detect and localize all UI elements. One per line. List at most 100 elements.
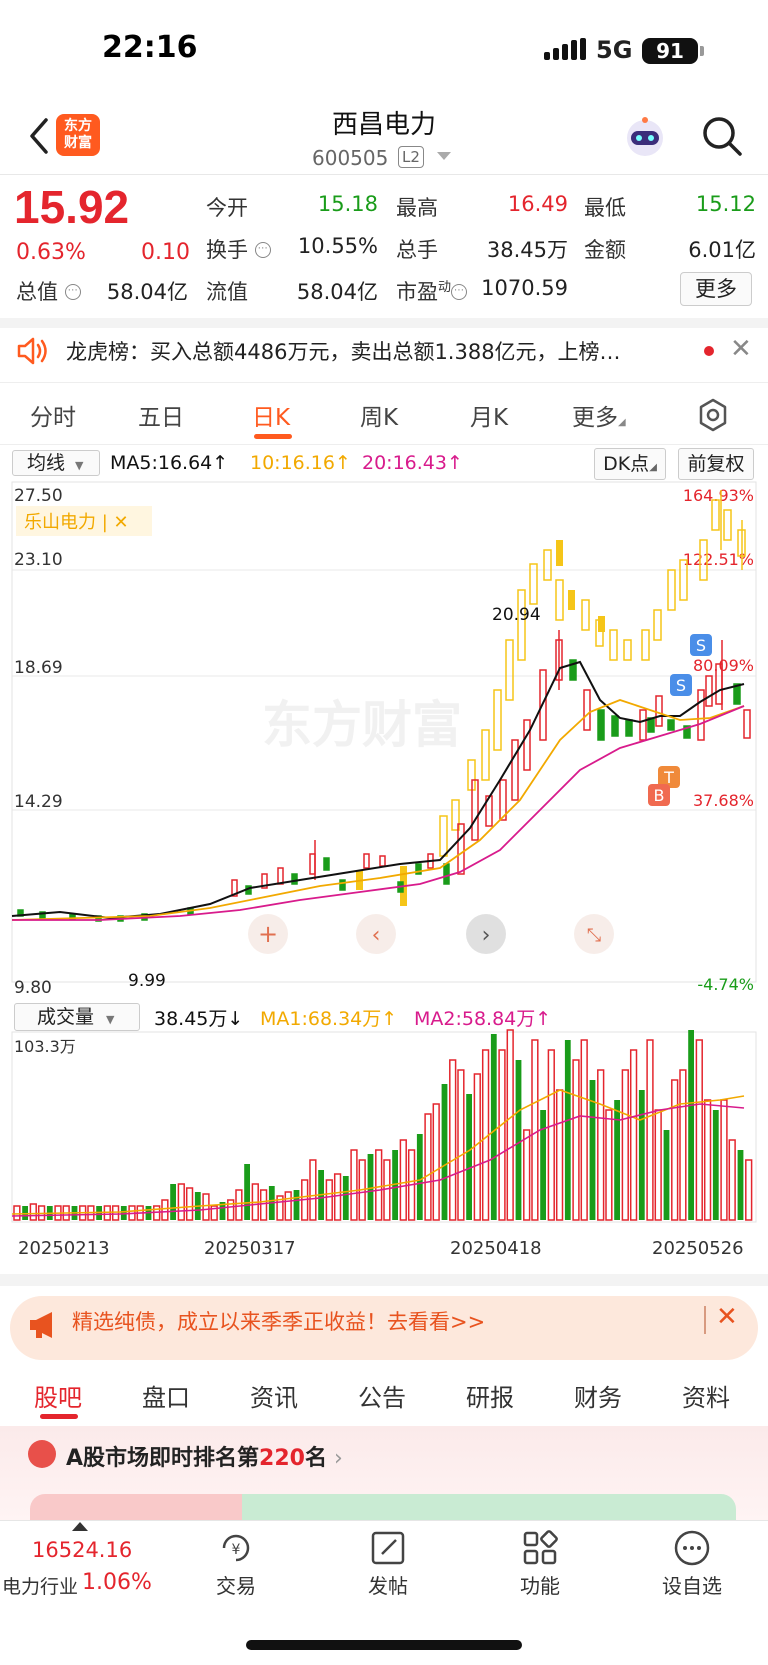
pct-tick: 37.68% — [693, 791, 754, 810]
volume-bar — [629, 1049, 638, 1221]
industry-index-value[interactable]: 16524.16 — [32, 1538, 133, 1562]
rank-text[interactable]: A股市场即时排名第220名 › — [66, 1446, 343, 1471]
gear-icon[interactable] — [696, 398, 730, 432]
adjust-price-button[interactable]: 前复权 — [678, 448, 754, 480]
add-watchlist-button[interactable]: 设自选 — [662, 1574, 722, 1598]
tab-profile[interactable]: 资料 — [682, 1384, 730, 1412]
volume-bar — [210, 1205, 218, 1221]
volume-bar — [111, 1205, 120, 1221]
volume-value: 38.45万 — [486, 238, 568, 262]
indicator-select[interactable]: 均线 ▼ — [12, 450, 100, 476]
info-icon: ⋯ — [451, 284, 468, 300]
volume-bar — [416, 1134, 423, 1220]
function-button[interactable]: 功能 — [520, 1574, 560, 1598]
tab-pankou[interactable]: 盘口 — [142, 1384, 190, 1412]
turnover-label[interactable]: 换手 ⋯ — [206, 234, 271, 264]
megaphone-icon — [30, 1312, 52, 1338]
network-type: 5G — [596, 36, 633, 64]
tab-intraday[interactable]: 分时 — [30, 405, 76, 431]
level2-badge[interactable]: L2 — [398, 146, 424, 168]
speaker-icon — [17, 337, 47, 365]
current-price: 15.92 — [14, 181, 130, 233]
volume-bar — [646, 1039, 654, 1221]
post-button[interactable]: 发帖 — [368, 1574, 408, 1598]
min-price-label: 9.99 — [128, 971, 166, 991]
mcap-value: 58.04亿 — [106, 280, 188, 304]
more-button[interactable]: 更多 — [680, 272, 752, 306]
more-dots-icon[interactable] — [672, 1528, 712, 1568]
volume-bar — [13, 1205, 21, 1221]
close-icon[interactable]: ✕ — [730, 334, 752, 364]
volume-bar — [219, 1202, 226, 1220]
robot-assistant-icon[interactable] — [622, 114, 668, 160]
volume-bar — [466, 1094, 472, 1220]
fullscreen-button — [574, 914, 614, 954]
x-tick: 20250317 — [204, 1238, 296, 1259]
pe-label[interactable]: 市盈动 ⋯ — [396, 276, 468, 306]
chevron-down-icon[interactable] — [437, 152, 451, 162]
volume-bar — [276, 1195, 284, 1221]
tab-news[interactable]: 资讯 — [250, 1384, 298, 1412]
prev-button — [356, 914, 396, 954]
chevron-right-icon: › — [482, 923, 491, 948]
back-icon[interactable] — [22, 112, 62, 160]
float-label: 流值 — [206, 280, 248, 304]
open-value: 15.18 — [317, 192, 378, 216]
volume-bar — [540, 1110, 546, 1220]
volume-bar — [177, 1183, 185, 1221]
divider — [0, 1274, 768, 1286]
ad-banner[interactable] — [10, 1296, 758, 1360]
tab-research[interactable]: 研报 — [466, 1384, 514, 1412]
volume-bar — [227, 1199, 235, 1221]
tab-announcement[interactable]: 公告 — [358, 1384, 406, 1412]
pe-value: 1070.59 — [481, 276, 568, 300]
dragon-tiger-notice[interactable]: 龙虎榜：买入总额4486万元，卖出总额1.388亿元，上榜… — [66, 340, 621, 364]
vol-ma2-line — [11, 1103, 745, 1217]
y-tick: 18.69 — [14, 658, 63, 678]
volume-bar — [564, 1040, 571, 1220]
volume-bar — [597, 1069, 605, 1221]
x-tick: 20250213 — [18, 1238, 110, 1259]
ad-text[interactable]: 精选纯债，成立以来季季正收益！去看看>> — [72, 1310, 486, 1334]
divider — [0, 382, 768, 383]
volume-bar — [589, 1080, 596, 1220]
close-icon[interactable]: ✕ — [716, 1302, 738, 1332]
tab-guba[interactable]: 股吧 — [34, 1384, 82, 1412]
expand-icon: ⤡ — [587, 925, 601, 946]
dk-point-button[interactable]: DK点◢ — [594, 448, 666, 480]
edit-post-icon[interactable] — [368, 1528, 408, 1568]
volume-label: 总手 — [396, 238, 438, 262]
active-tab-indicator — [40, 1414, 78, 1419]
volume-ma1: MA1:68.34万↑ — [260, 1008, 398, 1030]
tab-monthly-k[interactable]: 月K — [470, 405, 509, 431]
tab-finance[interactable]: 财务 — [574, 1384, 622, 1412]
grid-function-icon[interactable] — [520, 1528, 560, 1568]
volume-bar — [185, 1187, 194, 1221]
divider — [0, 318, 768, 328]
ma20-value: 20:16.43↑ — [362, 452, 463, 474]
app-logo: 东方 财富 — [56, 114, 100, 156]
volume-indicator-select[interactable]: 成交量 ▼ — [14, 1003, 140, 1031]
stock-name: 西昌电力 — [331, 110, 436, 140]
high-value: 16.49 — [507, 192, 568, 216]
trade-button[interactable]: 交易 — [216, 1574, 256, 1598]
volume-bar — [506, 1029, 514, 1221]
volume-bar — [170, 1184, 176, 1220]
volume-bar — [663, 1130, 670, 1220]
trade-icon[interactable]: ¥ — [216, 1528, 256, 1568]
volume-bar — [202, 1193, 210, 1221]
tab-daily-k[interactable]: 日K — [252, 405, 291, 431]
signal-icon — [544, 38, 586, 60]
kline-chart[interactable]: 东方财富 27.50 23.10 18.69 14.29 9.80 164.93… — [0, 480, 768, 1240]
search-icon[interactable] — [700, 114, 744, 158]
mcap-label[interactable]: 总值 ⋯ — [16, 276, 81, 306]
stock-code: 600505 — [312, 146, 389, 170]
tab-five-day[interactable]: 五日 — [138, 405, 184, 431]
tab-more[interactable]: 更多◢ — [572, 405, 626, 431]
industry-name[interactable]: 电力行业 — [2, 1576, 79, 1598]
chevron-up-icon[interactable] — [72, 1522, 88, 1532]
volume-bar — [638, 1090, 645, 1220]
tab-weekly-k[interactable]: 周K — [360, 405, 399, 431]
sell-marker-label: S — [696, 636, 706, 655]
volume-current: 38.45万↓ — [154, 1008, 244, 1030]
